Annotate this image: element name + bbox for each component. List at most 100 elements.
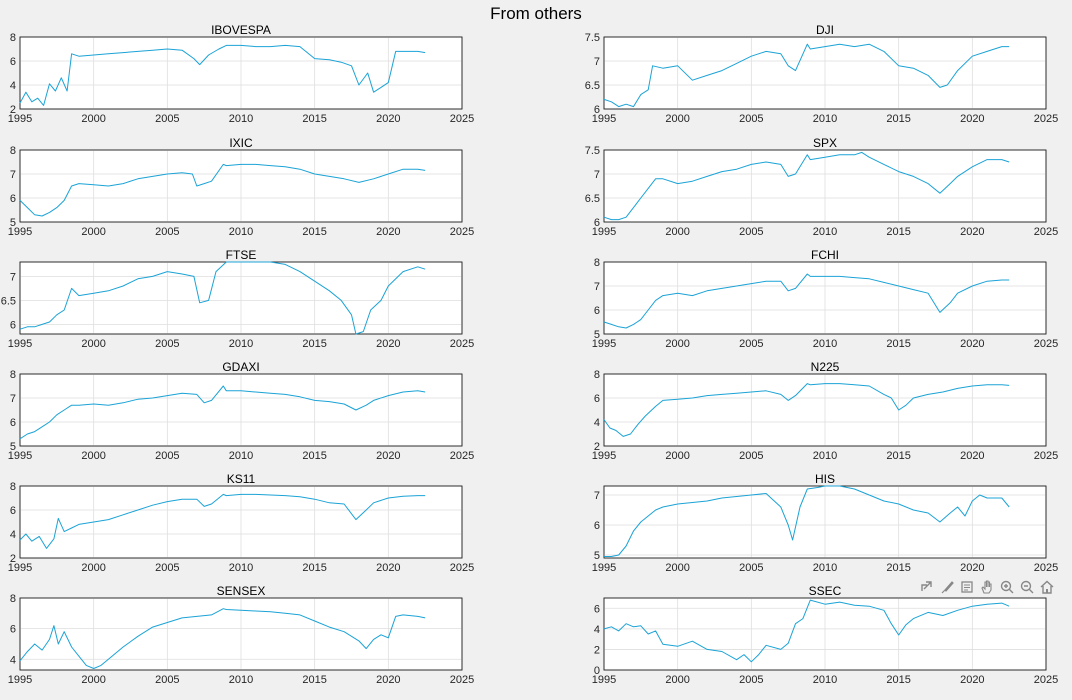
y-tick-label: 2 [10,104,16,116]
x-tick-label: 2000 [81,450,105,462]
y-tick-label: 7 [10,169,16,181]
y-tick-label: 6 [10,319,16,331]
x-tick-label: 2010 [813,450,837,462]
panel-ssec: 1995 2000 2005 2010 2015 2020 2025 0 2 4 6 SSEC [592,584,1058,686]
x-tick-label: 2015 [302,113,326,125]
panel-ixic: 1995 2000 2005 2010 2015 2020 2025 5 6 7 8 IXIC [8,136,474,238]
x-tick-label: 2015 [886,338,910,350]
axes-frame [603,373,1047,447]
x-tick-label: 2020 [960,226,984,238]
y-tick-label: 8 [594,257,600,269]
x-tick-label: 2015 [886,113,910,125]
x-tick-label: 1995 [592,338,616,350]
y-tick-label: 6 [594,603,600,615]
data-tips-icon[interactable] [958,578,975,596]
restore-view-icon[interactable] [1038,578,1055,596]
x-tick-label: 2020 [960,338,984,350]
x-tick-label: 2025 [450,338,474,350]
y-tick-label: 2 [594,441,600,453]
x-tick-label: 2010 [229,562,253,574]
series-line-fchi [603,273,1010,329]
x-tick-label: 1995 [8,562,32,574]
x-tick-label: 2015 [886,674,910,686]
x-tick-label: 2000 [665,450,689,462]
y-tick-label: 4 [10,529,16,541]
y-tick-label: 6.5 [585,193,600,205]
x-tick-label: 2005 [155,338,179,350]
x-tick-label: 2010 [229,113,253,125]
y-tick-label: 8 [594,369,600,381]
x-tick-label: 1995 [592,674,616,686]
panel-ks11: 1995 2000 2005 2010 2015 2020 2025 2 4 6 8 KS11 [8,472,474,574]
pan-icon[interactable] [978,578,995,596]
y-tick-label: 7 [594,56,600,68]
y-tick-label: 8 [10,145,16,157]
x-tick-label: 2005 [739,450,763,462]
x-tick-label: 1995 [592,226,616,238]
y-tick-label: 7.5 [585,145,600,157]
series-line-gdaxi [19,385,426,440]
y-tick-label: 2 [10,553,16,565]
y-tick-label: 4 [10,654,16,666]
x-tick-label: 2000 [81,226,105,238]
y-tick-label: 4 [10,80,16,92]
x-tick-label: 2000 [665,562,689,574]
y-tick-label: 7.5 [585,32,600,44]
y-tick-label: 2 [594,644,600,656]
brush-icon[interactable] [938,578,955,596]
series-line-ibovespa [19,44,426,106]
x-tick-label: 2015 [886,450,910,462]
axes-frame [603,261,1047,335]
x-tick-label: 2000 [665,113,689,125]
panel-spx: 1995 2000 2005 2010 2015 2020 2025 6 6.5 7 7.5 SPX [585,136,1059,238]
y-tick-label: 6 [594,520,600,532]
x-tick-label: 2020 [960,113,984,125]
y-tick-label: 6 [10,505,16,517]
x-tick-label: 2010 [813,338,837,350]
y-tick-label: 5 [594,550,600,562]
x-tick-label: 1995 [8,113,32,125]
panel-fchi: 1995 2000 2005 2010 2015 2020 2025 5 6 7 8 FCHI [592,248,1058,350]
panel-dji: 1995 2000 2005 2010 2015 2020 2025 6 6.5 7 7.5 DJI [585,23,1059,125]
x-tick-label: 2020 [376,338,400,350]
series-line-ks11 [19,493,426,549]
axes-toolbar[interactable] [918,576,1055,598]
x-tick-label: 2010 [229,674,253,686]
x-tick-label: 2020 [960,450,984,462]
axes-frame [19,149,463,223]
x-tick-label: 2000 [665,338,689,350]
series-line-n225 [603,383,1010,437]
x-tick-label: 2005 [739,338,763,350]
x-tick-label: 2005 [739,562,763,574]
x-tick-label: 2025 [450,450,474,462]
export-icon[interactable] [918,578,935,596]
x-tick-label: 1995 [8,226,32,238]
y-tick-label: 7 [10,393,16,405]
y-tick-label: 6 [10,417,16,429]
panel-sensex: 1995 2000 2005 2010 2015 2020 2025 4 6 8 SENSEX [8,584,474,686]
y-tick-label: 6 [10,56,16,68]
y-tick-label: 6 [594,305,600,317]
axes-frame [19,597,463,671]
panel-title: SPX [813,136,837,150]
x-tick-label: 2010 [813,674,837,686]
panel-title: SENSEX [217,584,266,598]
panel-gdaxi: 1995 2000 2005 2010 2015 2020 2025 5 6 7 8 GDAXI [8,360,474,462]
series-line-spx [603,151,1010,221]
x-tick-label: 2015 [886,226,910,238]
x-tick-label: 2010 [813,113,837,125]
x-tick-label: 2010 [229,226,253,238]
x-tick-label: 1995 [8,674,32,686]
y-tick-label: 6 [594,217,600,229]
x-tick-label: 2005 [739,674,763,686]
y-tick-label: 0 [594,665,600,677]
x-tick-label: 1995 [8,338,32,350]
zoom-in-icon[interactable] [998,578,1015,596]
zoom-out-icon[interactable] [1018,578,1035,596]
x-tick-label: 2015 [886,562,910,574]
y-tick-label: 6 [10,193,16,205]
x-tick-label: 2020 [376,674,400,686]
x-tick-label: 2005 [155,113,179,125]
panel-n225: 1995 2000 2005 2010 2015 2020 2025 2 4 6 8 N225 [592,360,1058,462]
x-tick-label: 2010 [229,338,253,350]
